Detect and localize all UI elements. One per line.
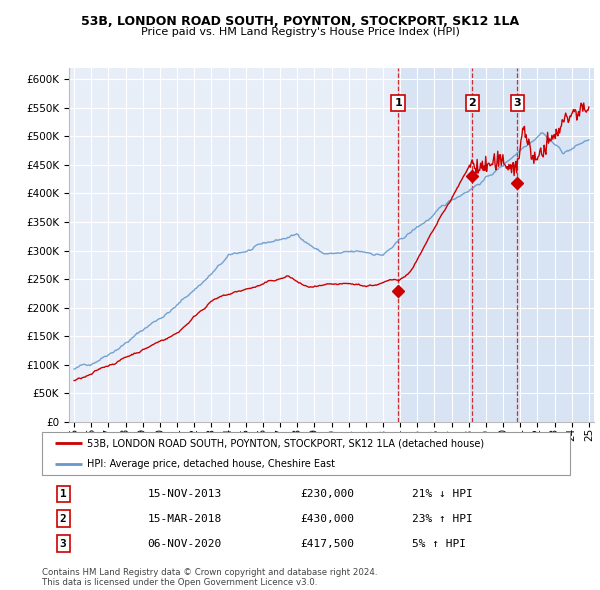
Text: £230,000: £230,000 <box>301 489 355 499</box>
Text: 2: 2 <box>60 514 67 523</box>
Text: 15-NOV-2013: 15-NOV-2013 <box>148 489 222 499</box>
Text: 21% ↓ HPI: 21% ↓ HPI <box>412 489 472 499</box>
Text: 53B, LONDON ROAD SOUTH, POYNTON, STOCKPORT, SK12 1LA (detached house): 53B, LONDON ROAD SOUTH, POYNTON, STOCKPO… <box>87 438 484 448</box>
Text: Contains HM Land Registry data © Crown copyright and database right 2024.: Contains HM Land Registry data © Crown c… <box>42 568 377 576</box>
FancyBboxPatch shape <box>42 432 570 475</box>
Text: 1: 1 <box>60 489 67 499</box>
Text: This data is licensed under the Open Government Licence v3.0.: This data is licensed under the Open Gov… <box>42 578 317 587</box>
Text: £430,000: £430,000 <box>301 514 355 523</box>
Text: 3: 3 <box>60 539 67 549</box>
Text: 1: 1 <box>394 99 402 108</box>
Text: Price paid vs. HM Land Registry's House Price Index (HPI): Price paid vs. HM Land Registry's House … <box>140 27 460 37</box>
Bar <box>398 68 594 422</box>
Text: 3: 3 <box>514 99 521 108</box>
Text: £417,500: £417,500 <box>301 539 355 549</box>
Text: HPI: Average price, detached house, Cheshire East: HPI: Average price, detached house, Ches… <box>87 460 335 469</box>
Text: 23% ↑ HPI: 23% ↑ HPI <box>412 514 472 523</box>
Text: 53B, LONDON ROAD SOUTH, POYNTON, STOCKPORT, SK12 1LA: 53B, LONDON ROAD SOUTH, POYNTON, STOCKPO… <box>81 15 519 28</box>
Text: 5% ↑ HPI: 5% ↑ HPI <box>412 539 466 549</box>
Text: 15-MAR-2018: 15-MAR-2018 <box>148 514 222 523</box>
Text: 06-NOV-2020: 06-NOV-2020 <box>148 539 222 549</box>
Text: 2: 2 <box>469 99 476 108</box>
